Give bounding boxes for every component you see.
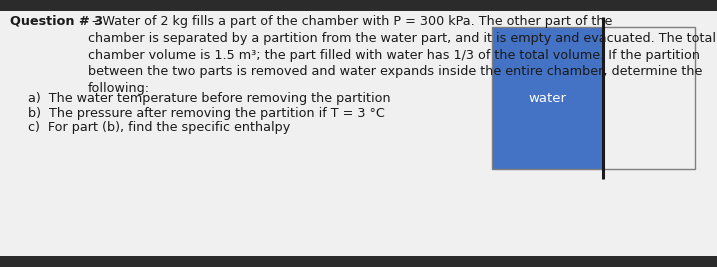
Text: a)  The water temperature before removing the partition: a) The water temperature before removing…	[28, 92, 391, 105]
Text: water: water	[528, 92, 566, 104]
Bar	[492, 27, 602, 169]
Text: b)  The pressure after removing the partition if T = 3 °C: b) The pressure after removing the parti…	[28, 107, 385, 120]
Text: Question # 3: Question # 3	[10, 15, 103, 28]
Text: c)  For part (b), find the specific enthalpy: c) For part (b), find the specific entha…	[28, 121, 290, 134]
Bar	[0, 256, 717, 267]
Bar	[492, 27, 695, 169]
Bar	[0, 0, 717, 11]
Text: – Water of 2 kg fills a part of the chamber with P = 300 kPa. The other part of : – Water of 2 kg fills a part of the cham…	[88, 15, 716, 95]
